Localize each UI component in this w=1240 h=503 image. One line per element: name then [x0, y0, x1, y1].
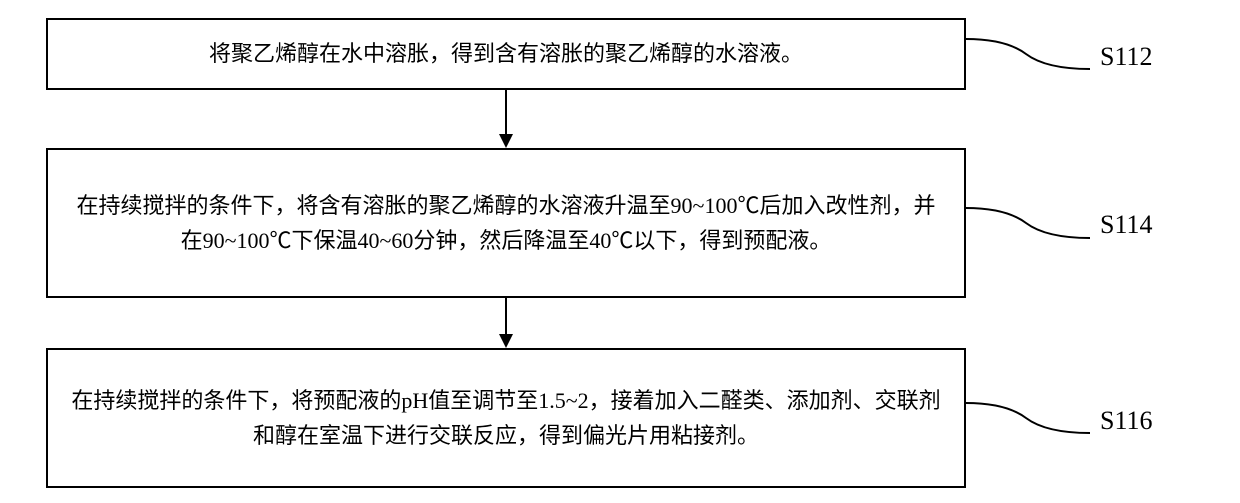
- brace-s112: [966, 34, 1096, 74]
- brace-s116: [966, 398, 1096, 438]
- step-text-s112: 将聚乙烯醇在水中溶胀，得到含有溶胀的聚乙烯醇的水溶液。: [209, 36, 803, 71]
- step-label-s112: S112: [1100, 42, 1153, 72]
- step-box-s112: 将聚乙烯醇在水中溶胀，得到含有溶胀的聚乙烯醇的水溶液。: [46, 18, 966, 90]
- step-box-s116: 在持续搅拌的条件下，将预配液的pH值至调节至1.5~2，接着加入二醛类、添加剂、…: [46, 348, 966, 488]
- arrow-s112-to-s114: [496, 90, 516, 148]
- step-label-s114: S114: [1100, 210, 1153, 240]
- flowchart-canvas: 将聚乙烯醇在水中溶胀，得到含有溶胀的聚乙烯醇的水溶液。 S112 在持续搅拌的条…: [0, 0, 1240, 503]
- step-text-s116: 在持续搅拌的条件下，将预配液的pH值至调节至1.5~2，接着加入二醛类、添加剂、…: [68, 383, 944, 453]
- step-text-s114: 在持续搅拌的条件下，将含有溶胀的聚乙烯醇的水溶液升温至90~100℃后加入改性剂…: [68, 188, 944, 258]
- step-box-s114: 在持续搅拌的条件下，将含有溶胀的聚乙烯醇的水溶液升温至90~100℃后加入改性剂…: [46, 148, 966, 298]
- arrow-s114-to-s116: [496, 298, 516, 348]
- step-label-s116: S116: [1100, 406, 1153, 436]
- brace-s114: [966, 203, 1096, 243]
